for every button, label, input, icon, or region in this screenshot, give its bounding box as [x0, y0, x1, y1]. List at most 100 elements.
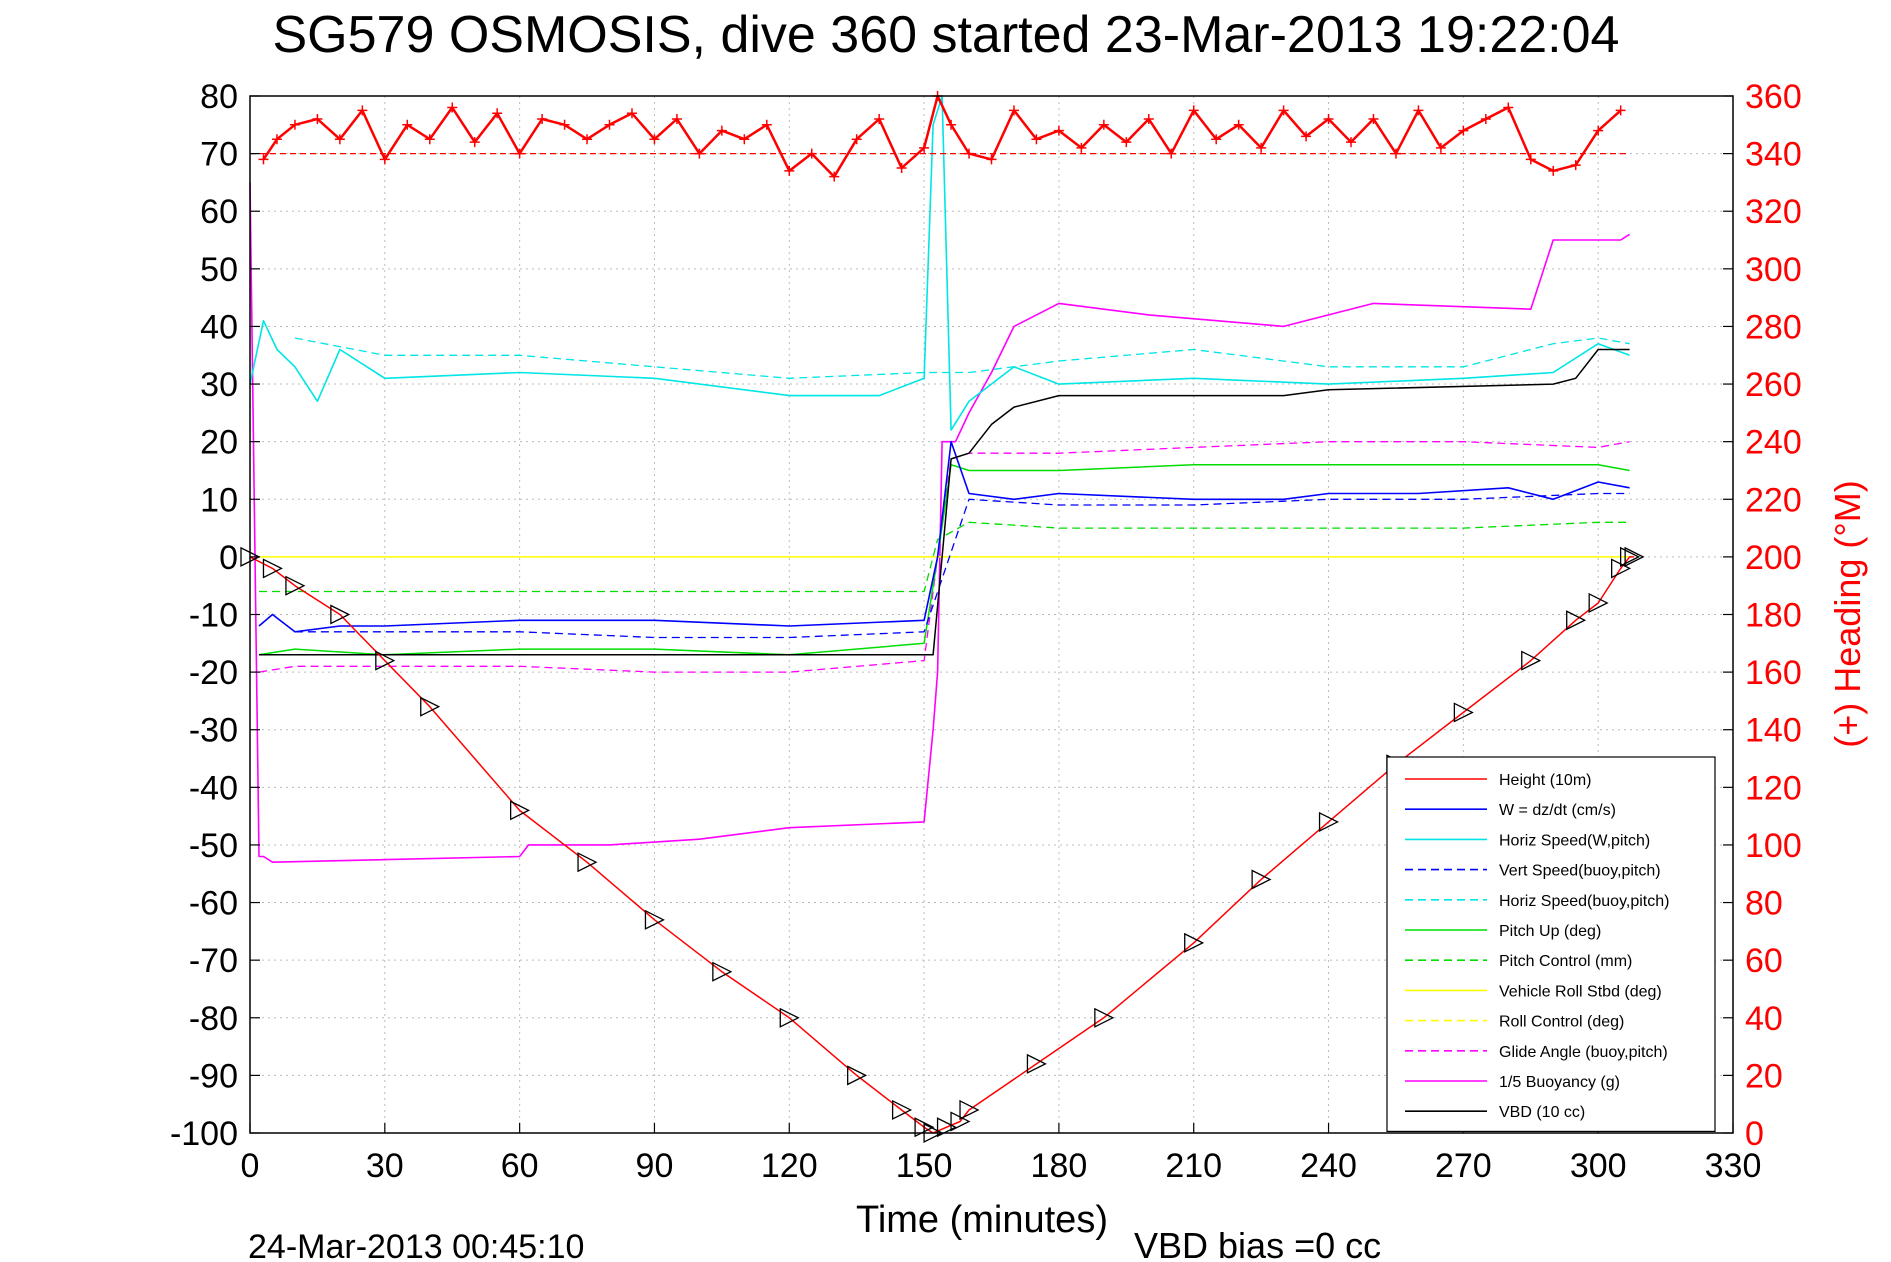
height-marker [375, 650, 396, 671]
y-right-tick-label: 60 [1745, 942, 1783, 980]
y-right-tick-label: 320 [1745, 193, 1802, 231]
heading-point [896, 163, 907, 174]
legend-label: Roll Control (deg) [1499, 1014, 1624, 1031]
legend-label: Height (10m) [1499, 772, 1591, 789]
heading-point [874, 114, 885, 125]
heading-point [946, 119, 957, 130]
y-right-tick-label: 80 [1745, 885, 1783, 923]
height-marker [1184, 932, 1205, 953]
height-marker [712, 961, 733, 982]
y-tick-label: 70 [200, 136, 238, 174]
height-marker [891, 1099, 913, 1121]
heading-point [919, 142, 930, 153]
heading-point [1435, 142, 1446, 153]
x-tick-label: 90 [636, 1147, 674, 1185]
y-right-tick-label: 280 [1745, 308, 1802, 346]
heading-point [312, 114, 323, 125]
y-right-tick-label: 260 [1745, 366, 1802, 404]
y-tick-label: -50 [189, 827, 238, 865]
series-vert-speed-buoy [294, 492, 1630, 639]
heading-point [289, 119, 300, 130]
heading-point [514, 148, 525, 159]
y-tick-label: 50 [200, 251, 238, 289]
heading-point [379, 154, 390, 165]
height-marker [779, 1007, 800, 1028]
heading-point [1143, 114, 1154, 125]
y-tick-label: -90 [189, 1057, 238, 1095]
heading-point [357, 105, 368, 116]
legend-label: Glide Angle (buoy,pitch) [1499, 1044, 1668, 1061]
series-pitch-control [259, 521, 1630, 593]
heading-point [271, 134, 282, 145]
y-right-tick-label: 220 [1745, 481, 1802, 519]
y-axis-right: 3603403203002802602402202001801601401201… [1723, 78, 1802, 1153]
heading-point [1346, 137, 1357, 148]
heading-point [1525, 154, 1536, 165]
height-marker [577, 852, 598, 873]
heading-point [1008, 105, 1019, 116]
height-marker [509, 800, 531, 821]
series-pitch [258, 463, 1630, 656]
heading-point [1615, 105, 1626, 116]
heading-point [559, 119, 570, 130]
height-marker [1318, 811, 1340, 832]
height-marker [1453, 702, 1474, 723]
x-tick-label: 330 [1705, 1147, 1762, 1185]
heading-point [582, 134, 593, 145]
heading-point [626, 108, 637, 119]
heading-point [1570, 160, 1581, 171]
height-marker [1619, 546, 1641, 567]
footer-date: 24-Mar-2013 00:45:10 [248, 1228, 584, 1262]
heading-point [1593, 125, 1604, 136]
heading-point [1256, 142, 1267, 153]
height-marker [420, 696, 441, 717]
x-tick-label: 120 [761, 1147, 818, 1185]
y-right-tick-label: 180 [1745, 597, 1802, 635]
y-tick-label: -30 [189, 712, 238, 750]
series-w [258, 440, 1630, 633]
y-tick-label: 30 [200, 366, 238, 404]
legend-label: Vehicle Roll Stbd (deg) [1499, 983, 1662, 1000]
y-right-tick-label: 100 [1745, 827, 1802, 865]
heading-point [1188, 105, 1199, 116]
heading-point [1031, 134, 1042, 145]
y-tick-label: -80 [189, 1000, 238, 1038]
y-right-tick-label: 300 [1745, 251, 1802, 289]
y-tick-label: 20 [200, 424, 238, 462]
heading-point [1301, 131, 1312, 142]
y-axis-right-label: (+) Heading (°M) [1827, 480, 1868, 747]
height-marker [1094, 1007, 1115, 1028]
heading-point [1121, 137, 1132, 148]
height-marker [262, 558, 283, 579]
vbd-bias-label: VBD bias =0 cc [1134, 1225, 1381, 1262]
y-right-tick-label: 240 [1745, 424, 1802, 462]
height-marker [936, 1117, 958, 1138]
y-tick-label: 0 [219, 539, 238, 577]
legend-label: 1/5 Buoyancy (g) [1499, 1074, 1620, 1091]
x-axis-label: Time (minutes) [856, 1199, 1108, 1241]
heading-point [784, 165, 795, 176]
heading-point [649, 134, 660, 145]
legend-box [1386, 756, 1716, 1132]
heading-point [1211, 134, 1222, 145]
heading-point [851, 134, 862, 145]
heading-point [424, 134, 435, 145]
legend-label: Horiz Speed(W,pitch) [1499, 832, 1650, 849]
height-marker [644, 909, 665, 930]
heading-point [716, 125, 727, 136]
y-tick-label: 40 [200, 308, 238, 346]
heading-point [1413, 105, 1424, 116]
heading-point [1503, 102, 1514, 113]
heading-point [447, 102, 458, 113]
heading-point [334, 134, 345, 145]
heading-point [1233, 119, 1244, 130]
legend-label: W = dz/dt (cm/s) [1499, 802, 1616, 819]
y-right-tick-label: 20 [1745, 1057, 1783, 1095]
legend-label: Vert Speed(buoy,pitch) [1499, 863, 1661, 880]
heading-point [1098, 119, 1109, 130]
y-right-tick-label: 360 [1745, 78, 1802, 116]
heading-point [671, 114, 682, 125]
heading-point [739, 134, 750, 145]
y-tick-label: -100 [170, 1115, 238, 1153]
heading-point [1076, 142, 1087, 153]
